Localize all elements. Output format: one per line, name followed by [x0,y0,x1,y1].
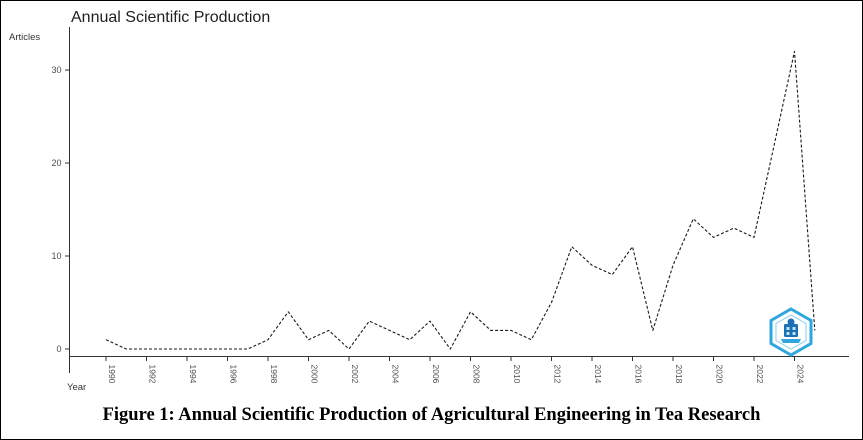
x-tick-label: 1996 [229,365,239,384]
chart-title: Annual Scientific Production [71,9,271,26]
x-tick-label: 2002 [350,365,360,384]
x-tick-label: 2016 [634,365,644,384]
x-tick-label: 2004 [391,365,401,384]
y-axis-title: Articles [9,32,41,43]
x-tick-label: 1998 [269,365,279,384]
x-tick-label: 1994 [188,365,198,384]
figure-caption: Figure 1: Annual Scientific Production o… [102,405,761,425]
y-tick-label: 20 [51,158,61,168]
x-tick-label: 2018 [674,365,684,384]
x-axis-title: Year [67,382,87,393]
x-tick-label: 1990 [107,365,117,384]
watermark-logo-icon [769,307,813,357]
y-tick-label: 30 [51,65,61,75]
y-tick-label: 10 [51,251,61,261]
y-tick-label: 0 [56,344,61,354]
x-tick-label: 2014 [593,365,603,384]
series-line [105,50,816,350]
chart-canvas: 0 10 20 30 1990 1992 1994 1996 1998 2000 2002 2004 2… [51,27,849,384]
x-tick-label: 2000 [310,365,320,384]
x-tick-label: 2020 [715,365,725,384]
x-tick-label: 2008 [472,365,482,384]
x-tick-label: 2006 [431,365,441,384]
x-tick-label: 2022 [755,365,765,384]
x-tick-label: 2010 [512,365,522,384]
x-tick-label: 1992 [148,365,158,384]
x-tick-label: 2012 [553,365,563,384]
x-tick-label: 2024 [796,365,806,384]
